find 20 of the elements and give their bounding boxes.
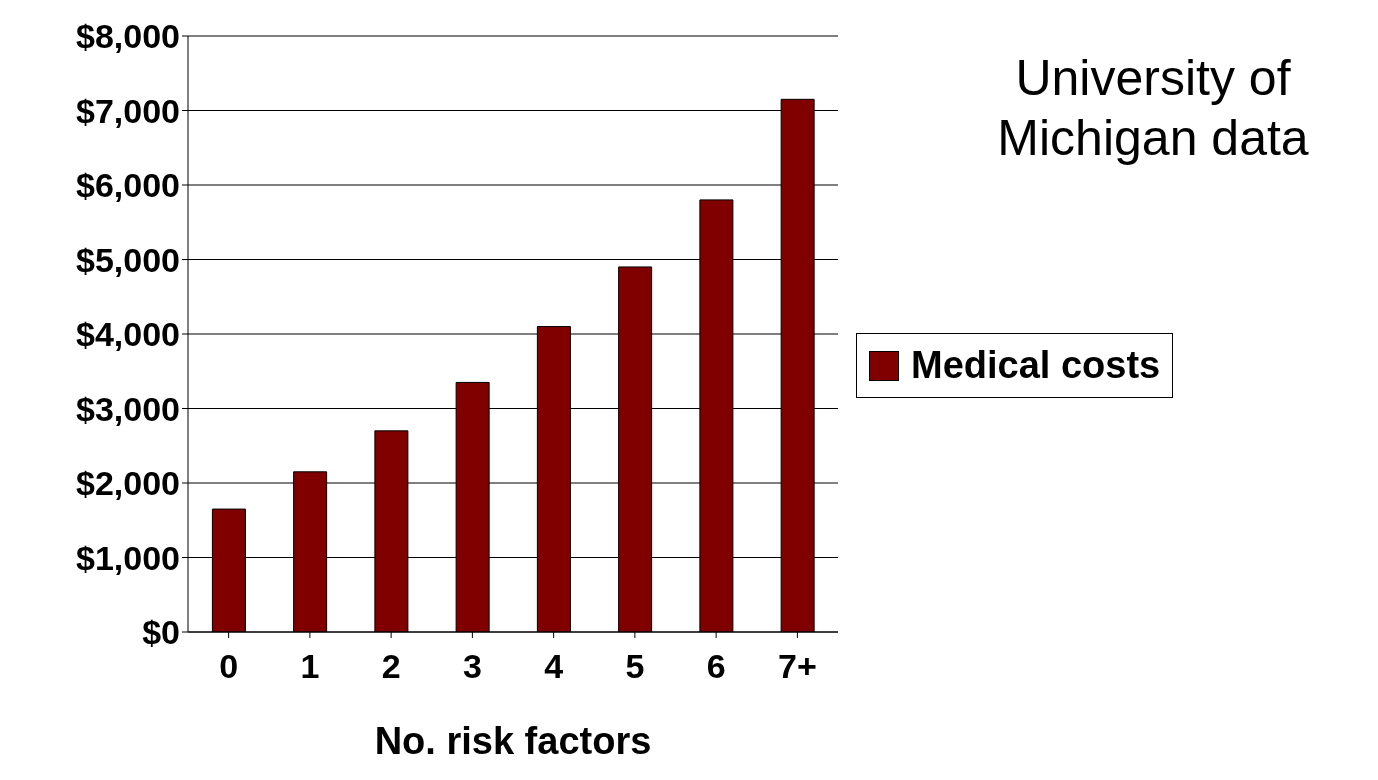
y-tick-label: $0 (142, 613, 180, 652)
x-tick-label: 5 (625, 647, 645, 686)
y-tick-label: $5,000 (76, 240, 180, 279)
x-axis-title: No. risk factors (373, 720, 653, 763)
x-tick-label: 7+ (777, 647, 817, 686)
legend-label: Medical costs (910, 344, 1161, 387)
x-tick-label: 6 (706, 647, 726, 686)
x-tick-label: 2 (381, 647, 401, 686)
y-tick-label: $2,000 (76, 464, 180, 503)
y-tick-label: $3,000 (76, 389, 180, 428)
x-tick-label: 4 (544, 647, 564, 686)
y-tick-label: $6,000 (76, 166, 180, 205)
y-tick-label: $1,000 (76, 538, 180, 577)
text: University of Michigan data (996, 49, 1310, 168)
x-tick-label: 0 (219, 647, 239, 686)
y-tick-label: $8,000 (76, 17, 180, 56)
y-tick-label: $4,000 (76, 315, 180, 354)
x-tick-label: 1 (300, 647, 320, 686)
x-tick-label: 3 (462, 647, 482, 686)
y-tick-label: $7,000 (76, 91, 180, 130)
